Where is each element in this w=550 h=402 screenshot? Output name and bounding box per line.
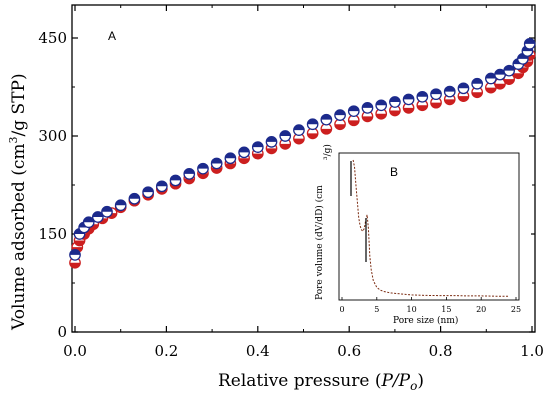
red-series-point: [334, 118, 346, 131]
y-tick-label: 450: [38, 29, 67, 47]
navy-series-point: [69, 249, 81, 261]
inset-pore-distribution-line: [352, 159, 509, 297]
navy-series-point: [389, 96, 401, 108]
navy-series-point: [279, 130, 292, 142]
navy-series-point: [494, 68, 506, 81]
navy-series-point: [82, 216, 95, 229]
x-tick-label: 0.4: [246, 342, 270, 360]
x-axis-title-close: ): [417, 371, 424, 391]
x-tick-label: 0.2: [154, 342, 178, 360]
navy-series-point: [361, 102, 374, 114]
y-axis-title: Volume adsorbed (cm3/g STP): [7, 73, 29, 331]
y-tick-label: 150: [38, 225, 67, 243]
inset-x-tick-label: 10: [407, 305, 417, 314]
navy-series-point: [306, 118, 319, 131]
inset-axis-ticks: 0 5 10 15 20 25: [339, 297, 521, 314]
x-axis-title-sub: o: [410, 379, 417, 393]
navy-series-point: [128, 192, 141, 205]
navy-series-point: [334, 109, 346, 121]
navy-series-point: [347, 105, 360, 118]
navy-series-point: [169, 174, 182, 187]
navy-series-point: [375, 99, 388, 112]
navy-series-point: [320, 113, 333, 126]
inset-y-axis-title: Pore volume (dV/dD) (cm: [314, 185, 325, 300]
main-data-points: [69, 38, 536, 269]
navy-series-point: [523, 38, 536, 50]
panel-label-a: A: [108, 29, 116, 43]
navy-series-point: [503, 64, 515, 77]
x-tick-label: 0.6: [337, 342, 361, 360]
navy-series-point: [293, 124, 305, 136]
red-series-point: [430, 96, 442, 109]
navy-series-point: [416, 90, 429, 103]
navy-series-point: [101, 205, 113, 218]
red-series-point: [347, 114, 360, 127]
inset-y-axis-title-cut: ³/g): [322, 144, 333, 160]
red-series-point: [375, 107, 388, 120]
x-axis-title-main: Relative pressure (: [218, 371, 381, 391]
x-tick-label: 1.0: [520, 342, 544, 360]
navy-series-point: [114, 199, 127, 212]
y-axis-title-sup: 3: [7, 136, 20, 143]
y-axis-title-main: Volume adsorbed (cm: [9, 143, 29, 331]
navy-series-point: [430, 88, 442, 101]
x-tick-label: 0.8: [429, 342, 453, 360]
navy-series-point: [183, 168, 196, 180]
y-tick-label: 0: [57, 323, 67, 341]
y-axis-title-tail: /g STP): [9, 73, 29, 136]
inset-x-tick-label: 15: [441, 305, 451, 314]
navy-series-point: [471, 77, 484, 90]
navy-series-point: [197, 162, 209, 175]
inset-y-axis-title-main: Pore volume (dV/dD) (cm: [314, 185, 325, 300]
x-axis-title-var: P/P: [380, 371, 410, 391]
panel-label-b: B: [390, 165, 398, 179]
y-tick-label: 300: [38, 127, 67, 145]
navy-series-point: [92, 211, 104, 223]
navy-series-point: [155, 180, 168, 193]
navy-series-point: [142, 186, 154, 199]
navy-series-point: [402, 93, 415, 106]
red-series-point: [471, 86, 484, 99]
inset-x-tick-label: 25: [511, 305, 521, 314]
x-axis-title: Relative pressure (P/Po): [218, 371, 424, 393]
navy-series-point: [443, 85, 456, 98]
navy-series-point: [457, 82, 470, 95]
inset-x-axis-title: Pore size (nm): [393, 315, 458, 326]
inset-x-tick-label: 20: [476, 305, 486, 314]
navy-series-point: [265, 136, 278, 148]
navy-series-point: [238, 146, 250, 159]
navy-series-point: [210, 157, 223, 170]
navy-series-point: [224, 152, 237, 165]
inset-plot-frame: [338, 152, 520, 301]
x-tick-label: 0.0: [63, 342, 87, 360]
inset-x-tick-label: 5: [374, 305, 379, 314]
inset-x-tick-label: 0: [339, 305, 344, 314]
inset-background: [303, 143, 531, 323]
red-series-point: [306, 127, 319, 140]
navy-series-point: [251, 141, 264, 153]
